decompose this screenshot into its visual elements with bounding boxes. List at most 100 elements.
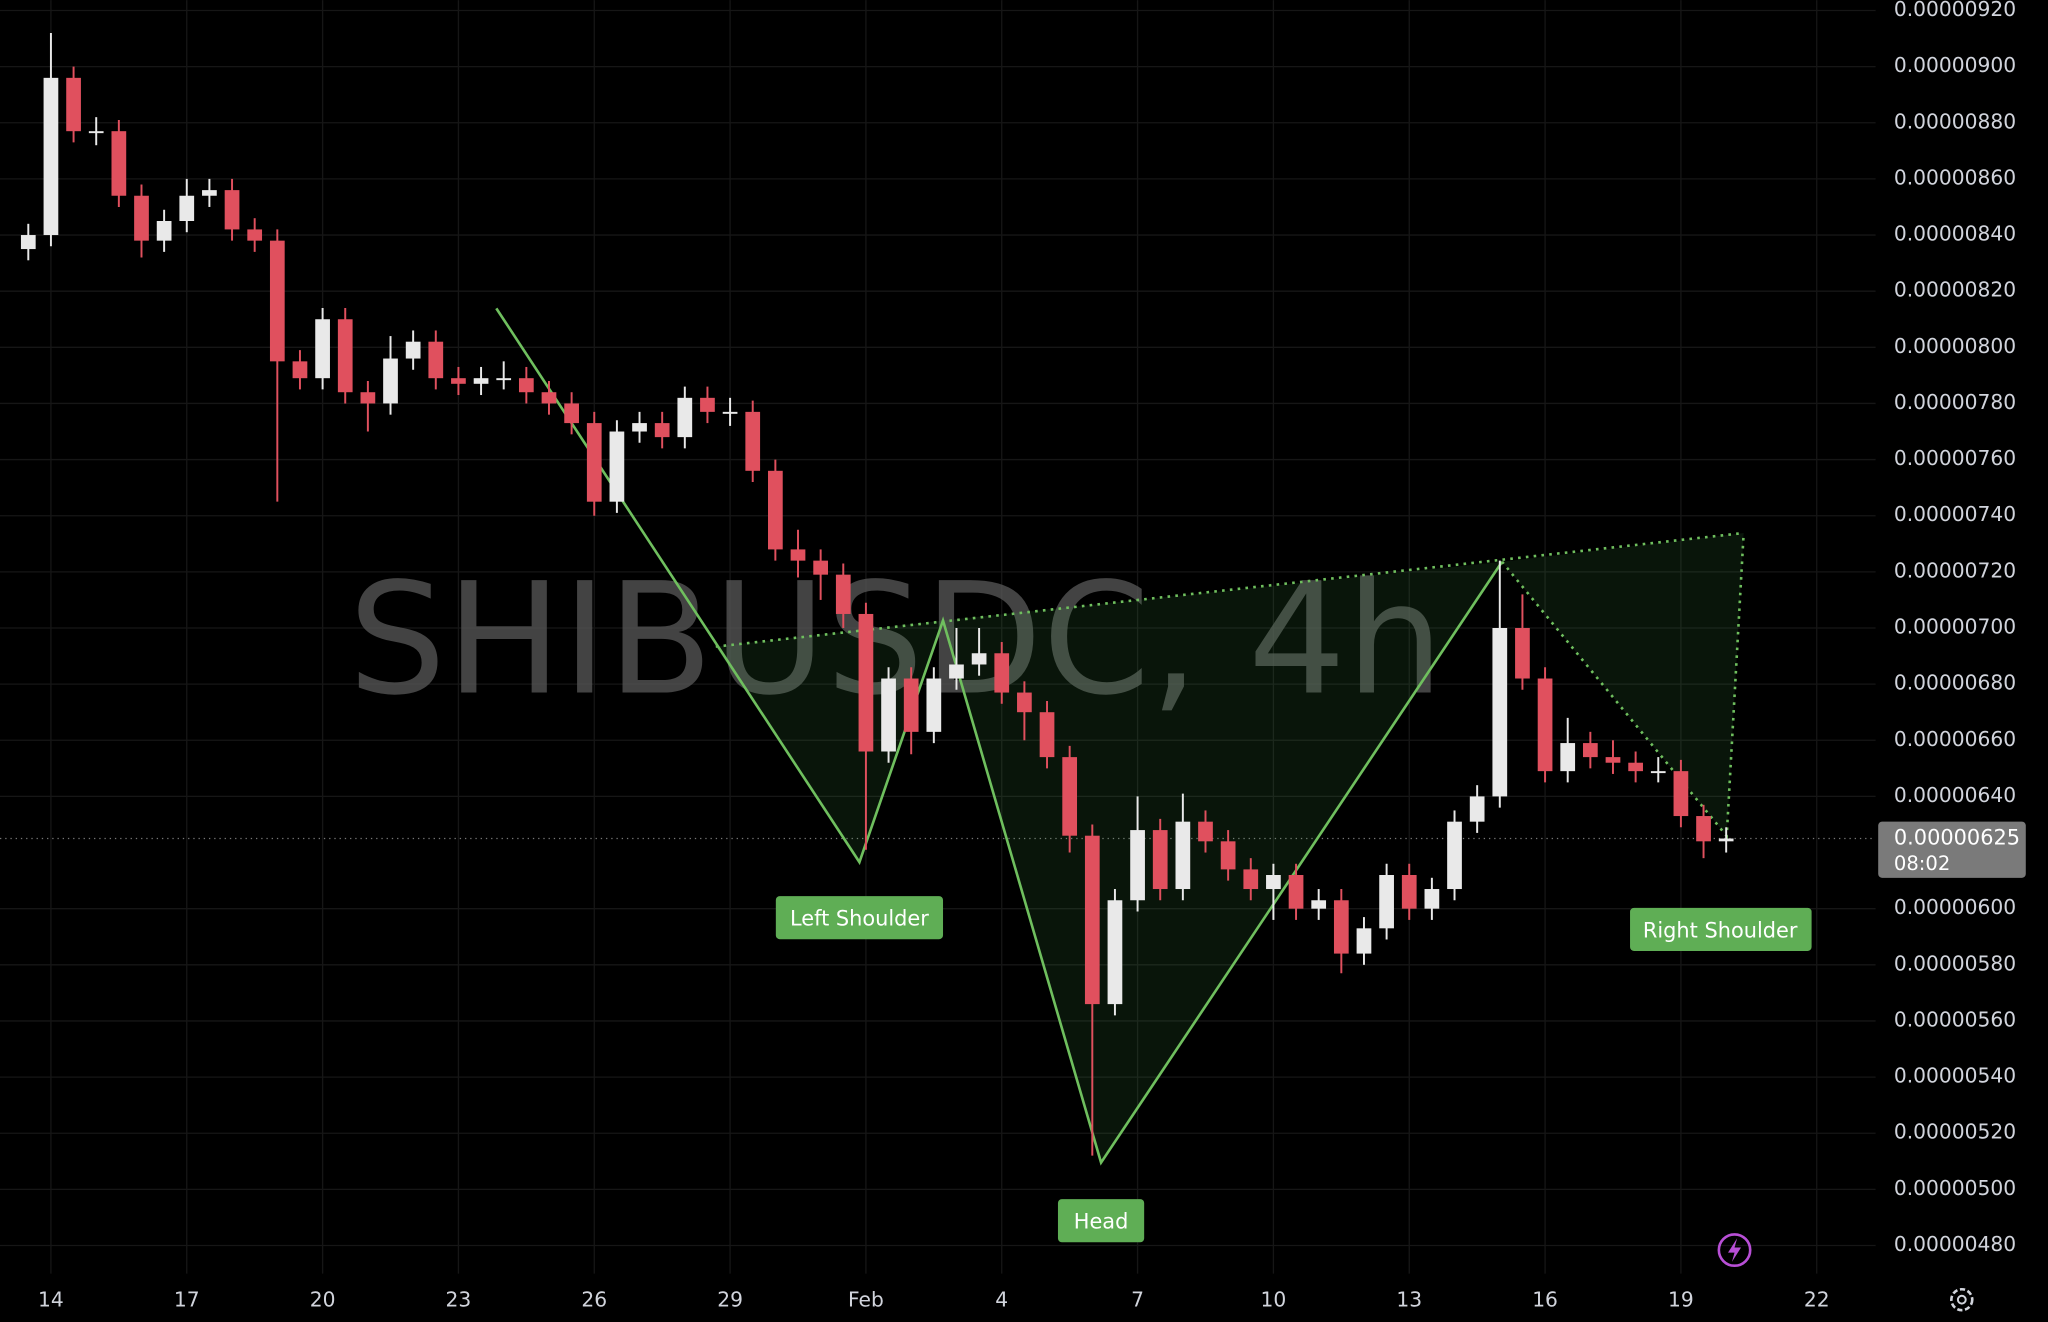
candle-body — [541, 392, 557, 404]
candle-body — [1673, 771, 1689, 817]
candle-body — [1401, 874, 1417, 909]
x-tick-label: Feb — [848, 1288, 884, 1312]
y-tick-label: 0.00000820 — [1894, 278, 2016, 302]
candle-body — [1605, 757, 1621, 763]
y-tick-label: 0.00000680 — [1894, 671, 2016, 695]
candle-body — [247, 229, 263, 241]
y-tick-label: 0.00000860 — [1894, 165, 2016, 189]
candle-body — [768, 470, 783, 550]
y-tick-label: 0.00000600 — [1894, 895, 2016, 919]
candle-body — [224, 190, 240, 230]
x-tick-label: 7 — [1131, 1288, 1144, 1312]
y-tick-label: 0.00000660 — [1894, 727, 2016, 751]
candles — [20, 32, 1734, 1156]
candle-body — [903, 678, 919, 732]
left-shoulder-label: Left Shoulder — [790, 907, 929, 931]
candle-body — [1243, 869, 1259, 890]
candle-body — [994, 653, 1010, 693]
candle-body — [722, 411, 738, 414]
y-tick-label: 0.00000700 — [1894, 614, 2016, 638]
x-tick-label: 14 — [38, 1288, 64, 1312]
labels: Left Shoulder Head Right Shoulder — [775, 896, 1812, 1243]
candle-body — [1492, 627, 1508, 797]
y-tick-label: 0.00000840 — [1894, 222, 2016, 246]
x-tick-label: 16 — [1532, 1288, 1558, 1312]
candle-body — [202, 190, 217, 196]
candle-body — [1469, 796, 1485, 822]
candle-body — [1084, 835, 1100, 1005]
candle-body — [1356, 928, 1372, 954]
candle-body — [451, 378, 466, 384]
candle-body — [405, 341, 421, 359]
candle-body — [632, 423, 647, 432]
candle-body — [66, 77, 81, 132]
candle-body — [1175, 821, 1191, 890]
y-tick-label: 0.00000760 — [1894, 446, 2016, 470]
countdown: 08:02 — [1894, 852, 1950, 875]
x-tick-label: 26 — [581, 1288, 607, 1312]
candle-body — [111, 131, 127, 196]
candle-body — [1718, 838, 1734, 842]
candle-body — [1333, 900, 1349, 954]
label-box — [775, 896, 944, 940]
y-tick-label: 0.00000740 — [1894, 502, 2016, 526]
candle-body — [496, 378, 512, 381]
candle-body — [745, 411, 761, 471]
y-tick-label: 0.00000480 — [1894, 1232, 2016, 1256]
candle-body — [43, 77, 59, 236]
candle-body — [1424, 889, 1440, 909]
y-tick-label: 0.00000580 — [1894, 951, 2016, 975]
candle-body — [156, 221, 172, 241]
candle-body — [20, 235, 36, 250]
candle-body — [813, 560, 828, 575]
candle-body — [179, 195, 195, 222]
candle-body — [1650, 771, 1666, 774]
candle-body — [1266, 874, 1281, 890]
head-label: Head — [1074, 1210, 1129, 1234]
candle-body — [1515, 627, 1530, 679]
y-tick-label: 0.00000880 — [1894, 109, 2016, 133]
candle-body — [1560, 743, 1576, 772]
x-tick-label: 17 — [174, 1288, 200, 1312]
candle-body — [1311, 900, 1327, 909]
candle-body — [383, 358, 398, 404]
candle-body — [1379, 874, 1394, 929]
candle-body — [949, 664, 964, 679]
x-tick-label: 4 — [995, 1288, 1008, 1312]
price-tag: 0.00000625 08:02 — [1878, 821, 2026, 878]
y-tick-label: 0.00000800 — [1894, 334, 2016, 358]
right-shoulder-area — [1502, 533, 1744, 837]
icon-bolt — [1728, 1238, 1742, 1262]
icon-gear-center — [1956, 1294, 1967, 1305]
candle-body — [428, 341, 444, 379]
lightning-icon[interactable] — [1717, 1233, 1752, 1268]
candle-body — [926, 678, 942, 732]
candle-body — [790, 549, 806, 561]
candle-body — [1628, 762, 1643, 772]
settings-icon[interactable] — [1950, 1287, 1974, 1312]
x-tick-label: 20 — [310, 1288, 336, 1312]
grid — [0, 0, 1876, 1274]
candle-body — [700, 397, 715, 412]
y-tick-label: 0.00000520 — [1894, 1120, 2016, 1144]
candle-body — [292, 361, 308, 379]
x-tick-label: 22 — [1804, 1288, 1830, 1312]
candle-body — [858, 613, 874, 752]
y-tick-label: 0.00000500 — [1894, 1176, 2016, 1200]
candle-body — [473, 378, 489, 384]
candle-body — [835, 574, 851, 614]
candle-body — [1288, 874, 1304, 909]
candle-body — [971, 653, 987, 665]
label-box — [1057, 1199, 1145, 1243]
candle-body — [1537, 678, 1553, 772]
candle-body — [677, 397, 693, 438]
x-tick-label: 23 — [446, 1288, 472, 1312]
x-tick-label: 29 — [717, 1288, 743, 1312]
y-tick-label: 0.00000900 — [1894, 53, 2016, 77]
candle-body — [134, 195, 149, 241]
candle-body — [586, 423, 602, 502]
icon-circle — [1717, 1233, 1752, 1268]
